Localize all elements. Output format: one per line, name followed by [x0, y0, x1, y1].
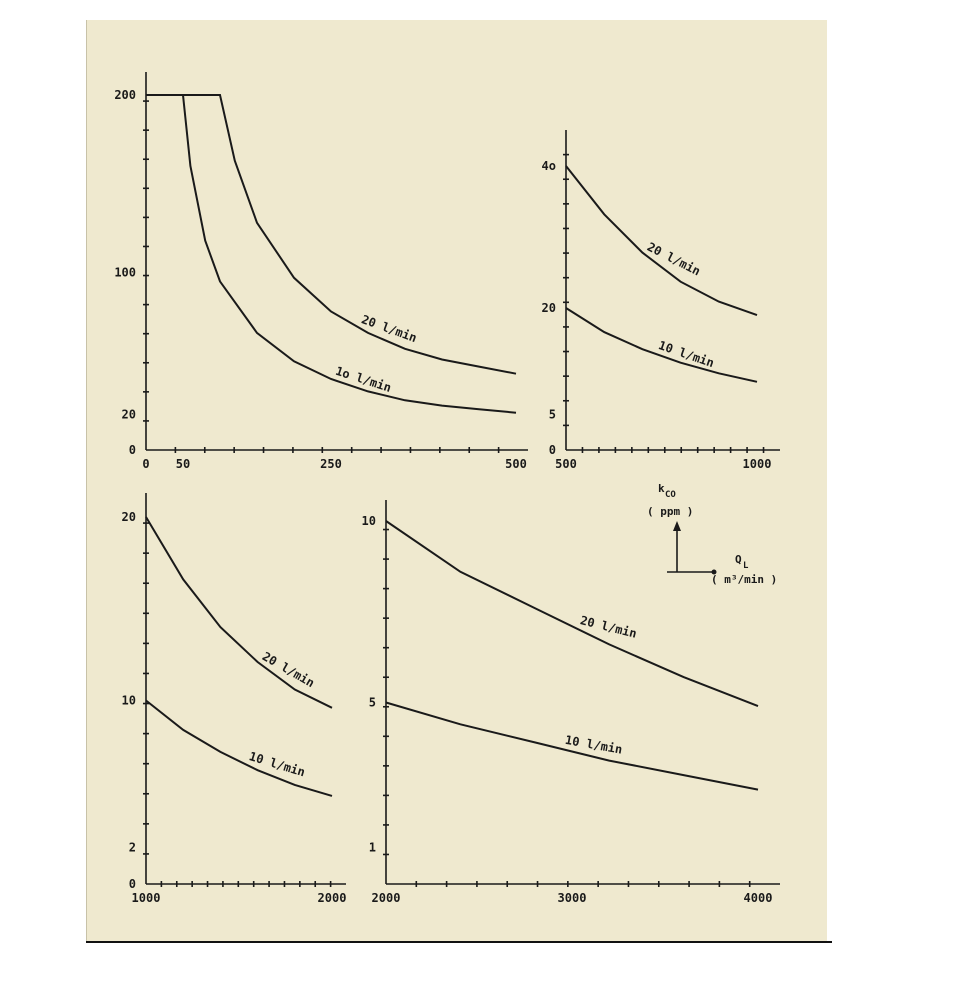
panel3-y-tick-label: 20: [122, 510, 136, 524]
scan-edge: [86, 20, 87, 942]
panel1-x-tick-label: 0: [142, 457, 149, 471]
panel4-series-2-label: 10 l/min: [564, 733, 623, 757]
panel3-x-tick-label: 2000: [318, 891, 347, 905]
panel3-series-2-label: 10 l/min: [247, 749, 306, 779]
panel3-y-tick-label: 2: [129, 840, 136, 854]
panel1-y-tick-label: 0: [129, 443, 136, 457]
panel4-x-tick-label: 3000: [558, 891, 587, 905]
panel2-series-1-line: [565, 165, 758, 317]
panel4-y-tick-label: 1: [369, 841, 376, 855]
panel1-x-tick-label: 50: [176, 457, 190, 471]
panel2-series-2-line: [565, 307, 758, 383]
panel2-series-1-label: 20 l/min: [645, 240, 703, 279]
panel2-y-tick-label: 0: [549, 443, 556, 457]
panel4-x-tick-label: 4000: [744, 891, 773, 905]
legend-x-arrowhead: [711, 569, 717, 575]
panel1-series-1-label: 20 l/min: [360, 312, 419, 345]
legend-y-sub: CO: [665, 490, 676, 500]
panel2-x-tick-label: 500: [555, 457, 577, 471]
legend-x-symbol: Q: [735, 553, 742, 566]
panel2-y-tick-label: 20: [542, 301, 556, 315]
panel2-y-tick-label: 5: [549, 408, 556, 422]
panel1-y-tick-label: 20: [122, 408, 136, 422]
panel4-series-1-line: [385, 520, 759, 708]
panel4-series-2-line: [385, 701, 759, 791]
panel2-y-tick-label: 4o: [542, 159, 556, 173]
bottom-rule: [86, 941, 832, 943]
panel4-y-tick-label: 5: [369, 696, 376, 710]
panel1-x-tick-label: 500: [505, 457, 527, 471]
legend-y-arrowhead: [673, 521, 681, 531]
panel3-series-1-line: [145, 516, 333, 709]
panel4-series-1-label: 20 l/min: [579, 613, 638, 641]
panel4-y-tick-label: 10: [362, 514, 376, 528]
legend-x-unit: ( m³/min ): [711, 573, 777, 586]
legend-x-sub: L: [743, 561, 749, 571]
paper-background: [86, 20, 827, 942]
panel1-series-2-line: [146, 94, 517, 414]
legend-y-symbol: k: [658, 482, 665, 495]
panel3-series-2-line: [145, 699, 333, 797]
panel1-y-tick-label: 200: [114, 88, 136, 102]
panel3-y-tick-label: 0: [129, 877, 136, 891]
panel3-y-tick-label: 10: [122, 694, 136, 708]
panel2-series-2-label: 10 l/min: [657, 338, 716, 370]
axis-legend: k CO ( ppm ) Q L ( m³/min ): [647, 482, 777, 586]
panel2-x-tick-label: 1000: [743, 457, 772, 471]
panel1-x-tick-label: 250: [320, 457, 342, 471]
panel4-x-tick-label: 2000: [372, 891, 401, 905]
panel1-y-tick-label: 100: [114, 266, 136, 280]
panel3-x-tick-label: 1000: [132, 891, 161, 905]
legend-y-unit: ( ppm ): [647, 505, 693, 518]
panel1-series-1-line: [146, 94, 517, 375]
